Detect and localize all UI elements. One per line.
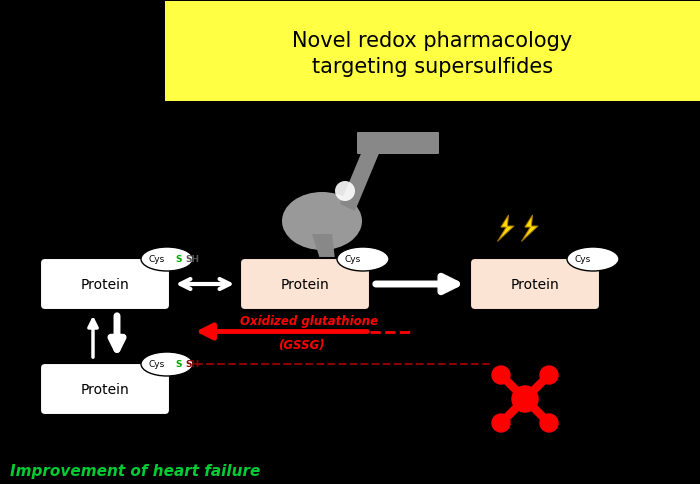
Ellipse shape [335, 182, 355, 201]
Ellipse shape [567, 247, 619, 272]
FancyBboxPatch shape [40, 258, 170, 310]
FancyBboxPatch shape [165, 2, 700, 102]
Text: Protein: Protein [80, 277, 130, 291]
Ellipse shape [282, 193, 362, 251]
Text: S: S [175, 255, 181, 264]
Circle shape [540, 366, 558, 384]
Text: Cys: Cys [345, 255, 361, 264]
Text: Protein: Protein [281, 277, 330, 291]
Circle shape [492, 366, 510, 384]
Text: SH: SH [185, 255, 199, 264]
FancyBboxPatch shape [240, 258, 370, 310]
Text: Cys: Cys [149, 360, 165, 369]
Polygon shape [522, 215, 538, 242]
Text: Cys: Cys [149, 255, 165, 264]
Circle shape [540, 414, 558, 432]
Text: Improvement of heart failure: Improvement of heart failure [10, 464, 260, 479]
Text: S: S [175, 360, 181, 369]
Text: SH: SH [185, 360, 199, 369]
Ellipse shape [141, 247, 193, 272]
Text: Oxidized glutathione: Oxidized glutathione [240, 314, 378, 327]
Text: Cys: Cys [575, 255, 591, 264]
Ellipse shape [337, 247, 389, 272]
Text: Novel redox pharmacology
targeting supersulfides: Novel redox pharmacology targeting super… [293, 31, 573, 77]
Polygon shape [498, 215, 514, 242]
Circle shape [512, 386, 538, 412]
Text: Protein: Protein [80, 382, 130, 396]
Text: Protein: Protein [510, 277, 559, 291]
FancyBboxPatch shape [470, 258, 600, 310]
Polygon shape [340, 145, 380, 212]
Circle shape [492, 414, 510, 432]
FancyBboxPatch shape [40, 363, 170, 415]
Text: (GSSG): (GSSG) [278, 338, 325, 351]
Ellipse shape [141, 352, 193, 376]
FancyBboxPatch shape [357, 133, 439, 155]
Polygon shape [312, 235, 335, 259]
